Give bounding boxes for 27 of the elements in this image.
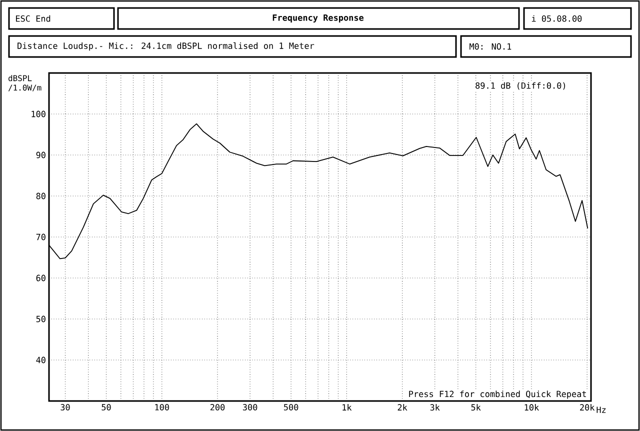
x-tick-label: 10k (524, 404, 539, 411)
x-tick-label: 300 (242, 404, 258, 410)
x-tick-label: 200 (210, 404, 225, 410)
x-tick-label: 100 (155, 404, 169, 410)
y-tick-label: 40 (36, 356, 46, 364)
y-tick-label: 70 (36, 234, 46, 240)
y-tick-label: 50 (36, 316, 46, 322)
x-tick-label: 3k (430, 404, 440, 411)
y-tick-label: 100 (32, 110, 46, 118)
text: i 05.08.00 (532, 15, 582, 22)
y-tick-label: 90 (36, 152, 46, 158)
text: M0: NO.1 (470, 43, 512, 50)
x-tick-label: 30 (60, 404, 70, 410)
annotation: 89.1 dB (Diff:0.0) (476, 82, 566, 90)
x-tick-label: 20k (580, 404, 595, 411)
y-tick-label: 60 (36, 274, 46, 282)
x-tick-label: 500 (284, 404, 298, 410)
x-axis-title: Hz (596, 406, 606, 413)
chart-subtitle: Distance Loudsp.- Mic.: 24.1cm dBSPL normalised on 1 Meter (18, 42, 314, 51)
annotation: Press F12 for combined Quick Repeat (409, 390, 586, 399)
x-tick-label: 5k (471, 404, 481, 411)
x-tick-label: 50 (102, 404, 111, 410)
x-tick-label: 1k (342, 404, 352, 410)
chart-title: Frequency Response (272, 14, 364, 22)
text: ESC End (16, 15, 50, 22)
x-tick-label: 2k (398, 404, 408, 410)
y-tick-label: 80 (36, 192, 46, 200)
